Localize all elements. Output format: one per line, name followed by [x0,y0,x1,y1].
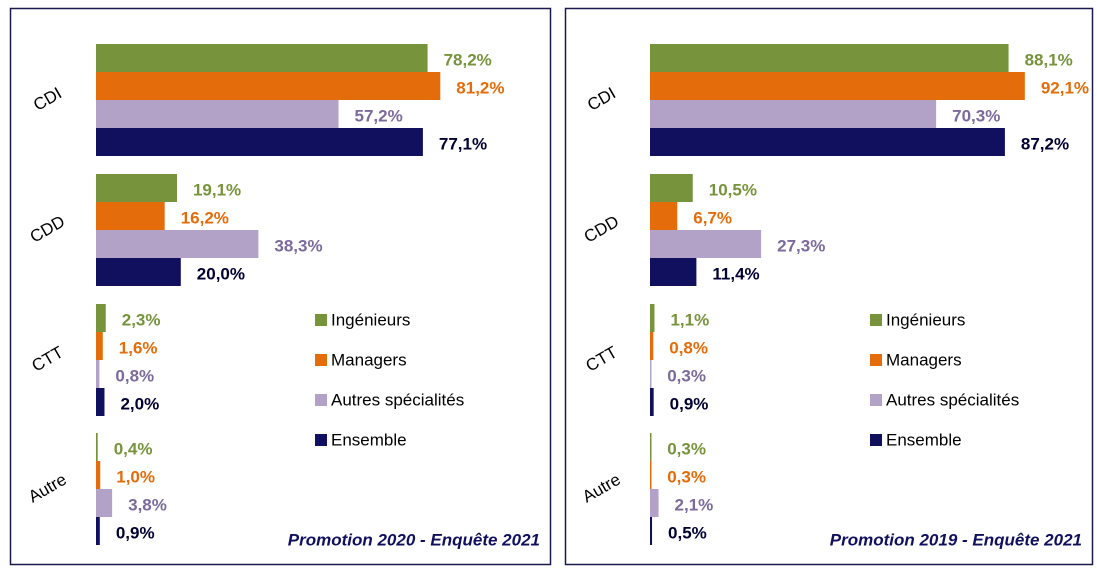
bar [96,517,100,545]
bar [650,332,654,360]
bar [650,72,1025,100]
bar [650,174,693,202]
value-label: 0,3% [667,366,706,385]
value-label: 0,4% [114,439,153,458]
legend-swatch [870,434,882,446]
bar [650,433,652,461]
value-label: 27,3% [777,236,825,255]
annotation: Promotion 2019 - Enquête 2021 [830,530,1082,549]
category-label: Autre [25,470,70,507]
value-label: 10,5% [709,180,757,199]
bar [650,258,697,286]
bar [96,174,177,202]
value-label: 2,1% [675,495,714,514]
bar [96,72,441,100]
category-label: CDD [581,212,622,247]
value-label: 0,8% [669,338,708,357]
bar [96,332,103,360]
bar [96,489,113,517]
value-label: 16,2% [181,208,229,227]
value-label: 19,1% [193,180,241,199]
value-label: 57,2% [355,106,403,125]
category-label: Autre [579,470,624,507]
value-label: 3,8% [128,495,167,514]
bar [96,100,339,128]
value-label: 6,7% [693,208,732,227]
panel-border [9,7,552,566]
bar [650,230,762,258]
bar [96,202,165,230]
legend-label: Autres spécialités [886,390,1019,409]
bar [650,128,1005,156]
value-label: 38,3% [274,236,322,255]
value-label: 1,1% [670,310,709,329]
category-label: CTT [582,343,620,376]
value-label: 0,5% [668,523,707,542]
bar [96,258,181,286]
bar [650,360,652,388]
bar [650,44,1009,72]
bar [96,360,100,388]
value-label: 77,1% [439,134,487,153]
value-label: 0,9% [670,394,709,413]
value-label: 78,2% [444,50,492,69]
value-label: 0,3% [667,439,706,458]
category-label: CDD [27,212,68,247]
legend-swatch [870,354,882,366]
annotation: Promotion 2020 - Enquête 2021 [288,530,540,549]
bar [96,230,259,258]
legend-label: Autres spécialités [331,390,464,409]
legend-swatch [870,314,882,326]
bar [650,304,655,332]
value-label: 0,3% [667,467,706,486]
category-label: CDI [584,84,619,115]
bar [96,433,98,461]
bar [650,388,654,416]
legend-label: Ingénieurs [886,310,965,329]
bar [96,128,423,156]
value-label: 2,3% [122,310,161,329]
legend-label: Managers [886,350,962,369]
value-label: 1,6% [119,338,158,357]
bar [96,461,101,489]
bar [96,44,428,72]
bar [96,388,105,416]
value-label: 81,2% [456,78,504,97]
legend-swatch [315,314,327,326]
legend-swatch [315,354,327,366]
value-label: 11,4% [712,264,759,283]
value-label: 0,9% [116,523,155,542]
value-label: 1,0% [116,467,155,486]
legend-swatch [315,434,327,446]
bar [650,100,937,128]
bar [650,461,652,489]
panel-border [564,7,1094,566]
legend-label: Ensemble [331,430,407,449]
legend-label: Ingénieurs [331,310,410,329]
value-label: 88,1% [1025,50,1073,69]
value-label: 2,0% [120,394,159,413]
value-label: 0,8% [115,366,154,385]
bar [96,304,106,332]
legend-swatch [315,394,327,406]
bar [650,202,678,230]
category-label: CDI [30,84,65,115]
value-label: 20,0% [197,264,245,283]
value-label: 70,3% [952,106,1000,125]
legend-label: Ensemble [886,430,962,449]
value-label: 87,2% [1021,134,1069,153]
legend-swatch [870,394,882,406]
bar [650,489,659,517]
bar [650,517,653,545]
category-label: CTT [28,343,66,376]
legend-label: Managers [331,350,407,369]
value-label: 92,1% [1041,78,1089,97]
